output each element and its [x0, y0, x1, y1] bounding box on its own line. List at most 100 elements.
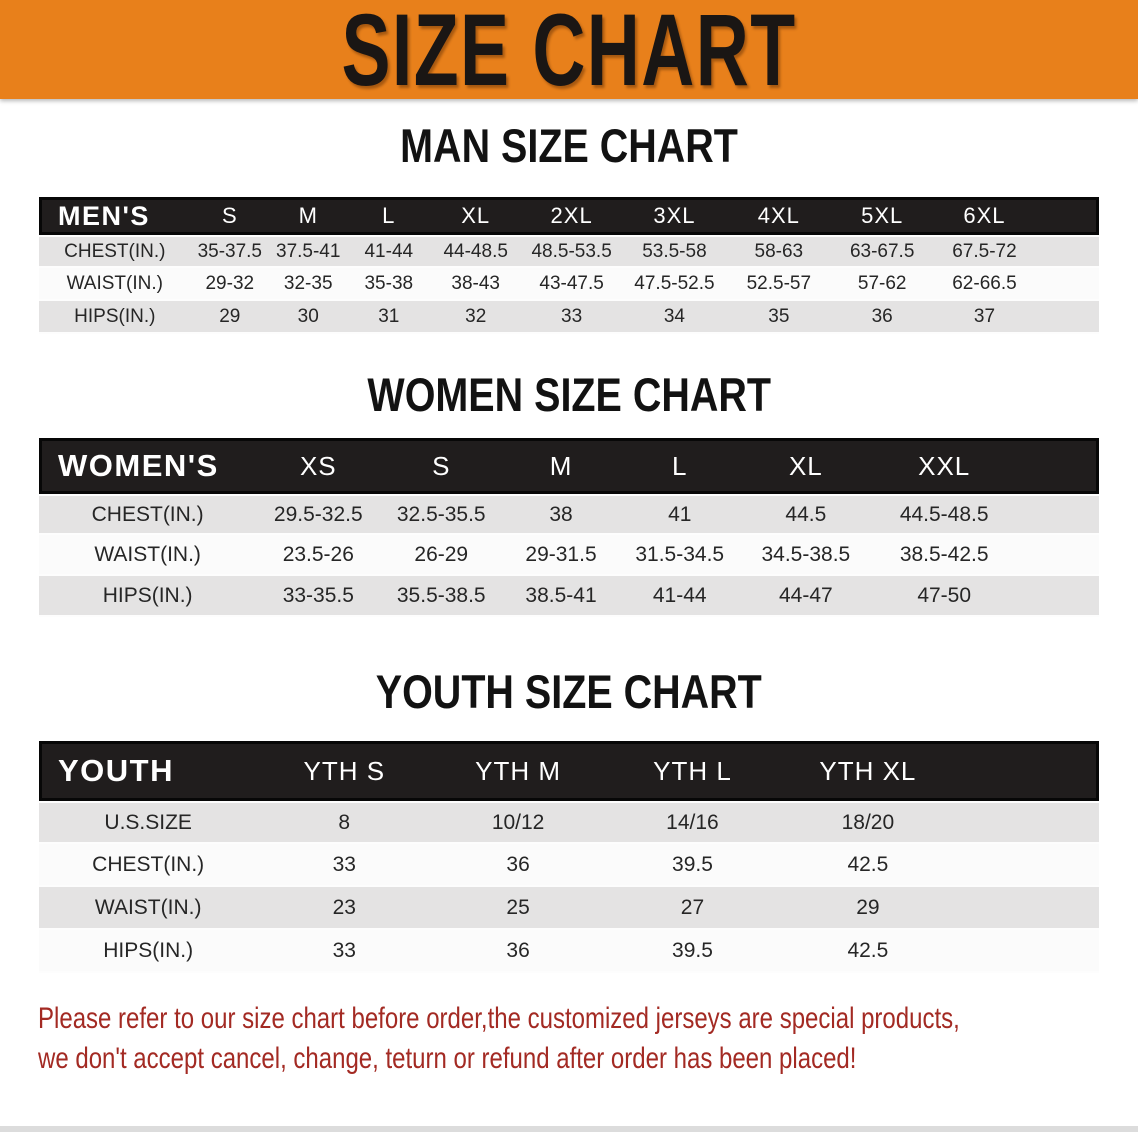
bottom-strip — [0, 1126, 1138, 1132]
measurement-value: 35-38 — [347, 268, 431, 301]
measurement-value: 33 — [521, 301, 622, 334]
measurement-row: WAIST(IN.) 29-32 32-35 35-38 38-43 43-47.5 47.… — [39, 268, 1099, 301]
measurement-value: 42.5 — [779, 844, 956, 887]
measurement-value: 25 — [431, 887, 606, 930]
size-column-header: XL — [430, 197, 522, 235]
measurement-value: 30 — [269, 301, 348, 334]
measurement-label: HIPS(IN.) — [39, 930, 258, 973]
measurement-label: HIPS(IN.) — [39, 576, 257, 617]
measurement-label: CHEST(IN.) — [39, 494, 257, 535]
measurement-value: 23 — [257, 887, 432, 930]
measurement-value: 27 — [605, 887, 780, 930]
size-column-header: 2XL — [521, 197, 622, 235]
measurement-value: 38-43 — [430, 268, 522, 301]
youth-section-title: YOUTH SIZE CHART — [0, 665, 1138, 718]
measurement-label: WAIST(IN.) — [39, 268, 191, 301]
measurement-value: 36 — [830, 301, 934, 334]
measurement-value: 36 — [431, 930, 606, 973]
measurement-value: 35.5-38.5 — [380, 576, 503, 617]
youth-section-title-text: YOUTH SIZE CHART — [375, 665, 763, 718]
measurement-value: 39.5 — [605, 930, 780, 973]
measurement-value: 29 — [779, 887, 956, 930]
man-section-title: MAN SIZE CHART — [0, 119, 1138, 172]
row-spacer-cell — [955, 801, 1099, 844]
size-column-header: YTH XL — [779, 741, 956, 801]
youth-size-table: YOUTH YTH S YTH M YTH L YTH XL U.S.SIZE 8 10/12… — [39, 741, 1099, 973]
size-column-header: 5XL — [830, 197, 934, 235]
women-size-chart-section: WOMEN SIZE CHART WOMEN'S XS S M L XL XXL CHEST(… — [0, 368, 1138, 617]
measurement-row: WAIST(IN.) 23 25 27 29 — [39, 887, 1099, 930]
size-column-header: XS — [256, 438, 381, 494]
row-spacer-cell — [1016, 576, 1099, 617]
man-size-chart-section: MAN SIZE CHART MEN'S S M L XL 2XL 3XL 4XL 5XL 6XL… — [0, 119, 1138, 334]
measurement-row: HIPS(IN.) 33-35.5 35.5-38.5 38.5-41 41-44 44-… — [39, 576, 1099, 617]
measurement-value: 44.5-48.5 — [872, 494, 1017, 535]
measurement-value: 38.5-42.5 — [872, 535, 1017, 576]
measurement-label: WAIST(IN.) — [39, 887, 258, 930]
size-column-header: XXL — [872, 438, 1017, 494]
disclaimer-line-1: Please refer to our size chart before or… — [38, 1002, 960, 1035]
measurement-label: CHEST(IN.) — [39, 235, 191, 268]
header-spacer-cell — [1035, 197, 1099, 235]
measurement-value: 39.5 — [605, 844, 780, 887]
measurement-label: WAIST(IN.) — [39, 535, 257, 576]
size-column-header: 6XL — [933, 197, 1036, 235]
measurement-value: 35-37.5 — [190, 235, 270, 268]
measurement-value: 43-47.5 — [521, 268, 622, 301]
measurement-row: HIPS(IN.) 29 30 31 32 33 34 35 36 37 — [39, 301, 1099, 334]
women-section-title-text: WOMEN SIZE CHART — [367, 368, 771, 421]
man-section-title-text: MAN SIZE CHART — [400, 119, 738, 172]
row-spacer-cell — [1035, 235, 1099, 268]
measurement-value: 52.5-57 — [726, 268, 831, 301]
size-column-header: XL — [739, 438, 873, 494]
measurement-value: 14/16 — [605, 801, 780, 844]
size-column-header: S — [380, 438, 503, 494]
measurement-row: CHEST(IN.) 33 36 39.5 42.5 — [39, 844, 1099, 887]
size-column-header: L — [619, 438, 740, 494]
measurement-value: 29 — [190, 301, 270, 334]
measurement-value: 29-32 — [190, 268, 270, 301]
measurement-value: 37.5-41 — [269, 235, 348, 268]
measurement-value: 33-35.5 — [256, 576, 381, 617]
measurement-value: 35 — [726, 301, 831, 334]
measurement-value: 29.5-32.5 — [256, 494, 381, 535]
measurement-value: 34.5-38.5 — [739, 535, 873, 576]
row-spacer-cell — [955, 844, 1099, 887]
measurement-value: 36 — [431, 844, 606, 887]
header-spacer-cell — [1016, 438, 1099, 494]
man-size-table: MEN'S S M L XL 2XL 3XL 4XL 5XL 6XL CHEST(IN.) 35-37… — [39, 197, 1099, 334]
measurement-label: HIPS(IN.) — [39, 301, 191, 334]
measurement-value: 47.5-52.5 — [621, 268, 727, 301]
measurement-row: CHEST(IN.) 35-37.5 37.5-41 41-44 44-48.5 48.5… — [39, 235, 1099, 268]
measurement-value: 23.5-26 — [256, 535, 381, 576]
measurement-value: 44.5 — [739, 494, 873, 535]
measurement-value: 18/20 — [779, 801, 956, 844]
measurement-value: 38 — [502, 494, 620, 535]
measurement-label: CHEST(IN.) — [39, 844, 258, 887]
measurement-value: 34 — [621, 301, 727, 334]
measurement-row: U.S.SIZE 8 10/12 14/16 18/20 — [39, 801, 1099, 844]
header-spacer-cell — [955, 741, 1099, 801]
measurement-value: 31 — [347, 301, 431, 334]
table-category-label: MEN'S — [39, 197, 191, 235]
women-section-title: WOMEN SIZE CHART — [0, 368, 1138, 421]
measurement-value: 31.5-34.5 — [619, 535, 740, 576]
measurement-value: 37 — [933, 301, 1036, 334]
measurement-value: 44-48.5 — [430, 235, 522, 268]
disclaimer-line-2: we don't accept cancel, change, teturn o… — [38, 1042, 857, 1075]
table-category-label: YOUTH — [39, 741, 258, 801]
size-table-header-row: WOMEN'S XS S M L XL XXL — [39, 438, 1099, 494]
row-spacer-cell — [1016, 494, 1099, 535]
measurement-value: 33 — [257, 930, 432, 973]
measurement-value: 63-67.5 — [830, 235, 934, 268]
size-column-header: 4XL — [726, 197, 831, 235]
size-column-header: YTH S — [257, 741, 432, 801]
measurement-value: 38.5-41 — [502, 576, 620, 617]
table-category-label: WOMEN'S — [39, 438, 257, 494]
women-size-table: WOMEN'S XS S M L XL XXL CHEST(IN.) 29.5-32.5 32.5… — [39, 438, 1099, 617]
measurement-value: 33 — [257, 844, 432, 887]
size-column-header: S — [190, 197, 270, 235]
measurement-value: 10/12 — [431, 801, 606, 844]
youth-size-chart-section: YOUTH SIZE CHART YOUTH YTH S YTH M YTH L YTH… — [0, 665, 1138, 973]
size-table-header-row: MEN'S S M L XL 2XL 3XL 4XL 5XL 6XL — [39, 197, 1099, 235]
